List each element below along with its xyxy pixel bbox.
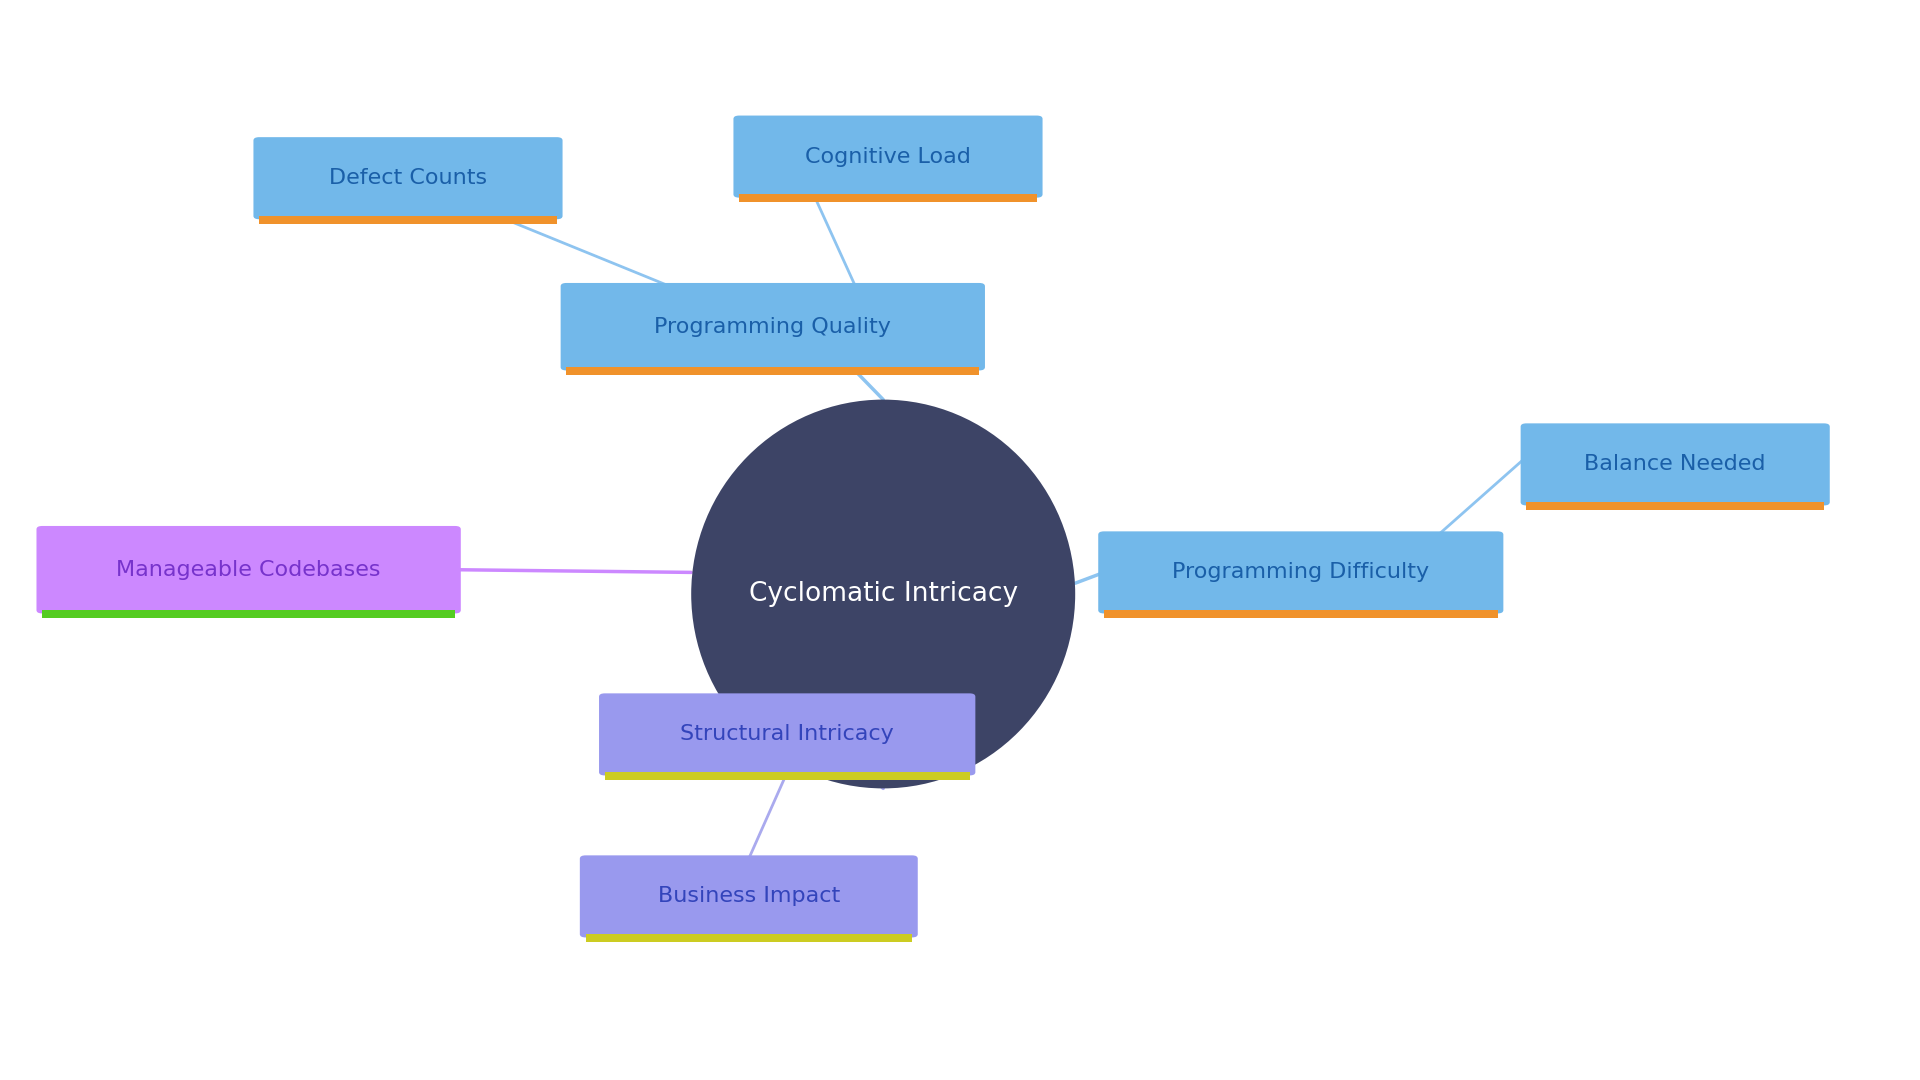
FancyBboxPatch shape <box>561 283 985 370</box>
Text: Manageable Codebases: Manageable Codebases <box>117 559 380 580</box>
Text: Business Impact: Business Impact <box>659 887 839 906</box>
FancyBboxPatch shape <box>605 772 970 780</box>
FancyBboxPatch shape <box>36 526 461 613</box>
FancyBboxPatch shape <box>1526 502 1824 510</box>
FancyBboxPatch shape <box>42 610 455 618</box>
Ellipse shape <box>691 400 1075 788</box>
Text: Programming Difficulty: Programming Difficulty <box>1173 563 1428 582</box>
FancyBboxPatch shape <box>1098 531 1503 613</box>
Text: Balance Needed: Balance Needed <box>1584 455 1766 474</box>
Text: Cyclomatic Intricacy: Cyclomatic Intricacy <box>749 581 1018 607</box>
FancyBboxPatch shape <box>1521 423 1830 505</box>
FancyBboxPatch shape <box>580 855 918 937</box>
FancyBboxPatch shape <box>259 216 557 224</box>
FancyBboxPatch shape <box>739 194 1037 202</box>
Text: Structural Intricacy: Structural Intricacy <box>680 725 895 744</box>
Text: Cognitive Load: Cognitive Load <box>804 147 972 166</box>
FancyBboxPatch shape <box>733 116 1043 198</box>
Text: Defect Counts: Defect Counts <box>328 168 488 188</box>
Text: Programming Quality: Programming Quality <box>655 316 891 337</box>
FancyBboxPatch shape <box>586 934 912 942</box>
FancyBboxPatch shape <box>599 693 975 775</box>
FancyBboxPatch shape <box>1104 610 1498 618</box>
FancyBboxPatch shape <box>566 367 979 375</box>
FancyBboxPatch shape <box>253 137 563 219</box>
